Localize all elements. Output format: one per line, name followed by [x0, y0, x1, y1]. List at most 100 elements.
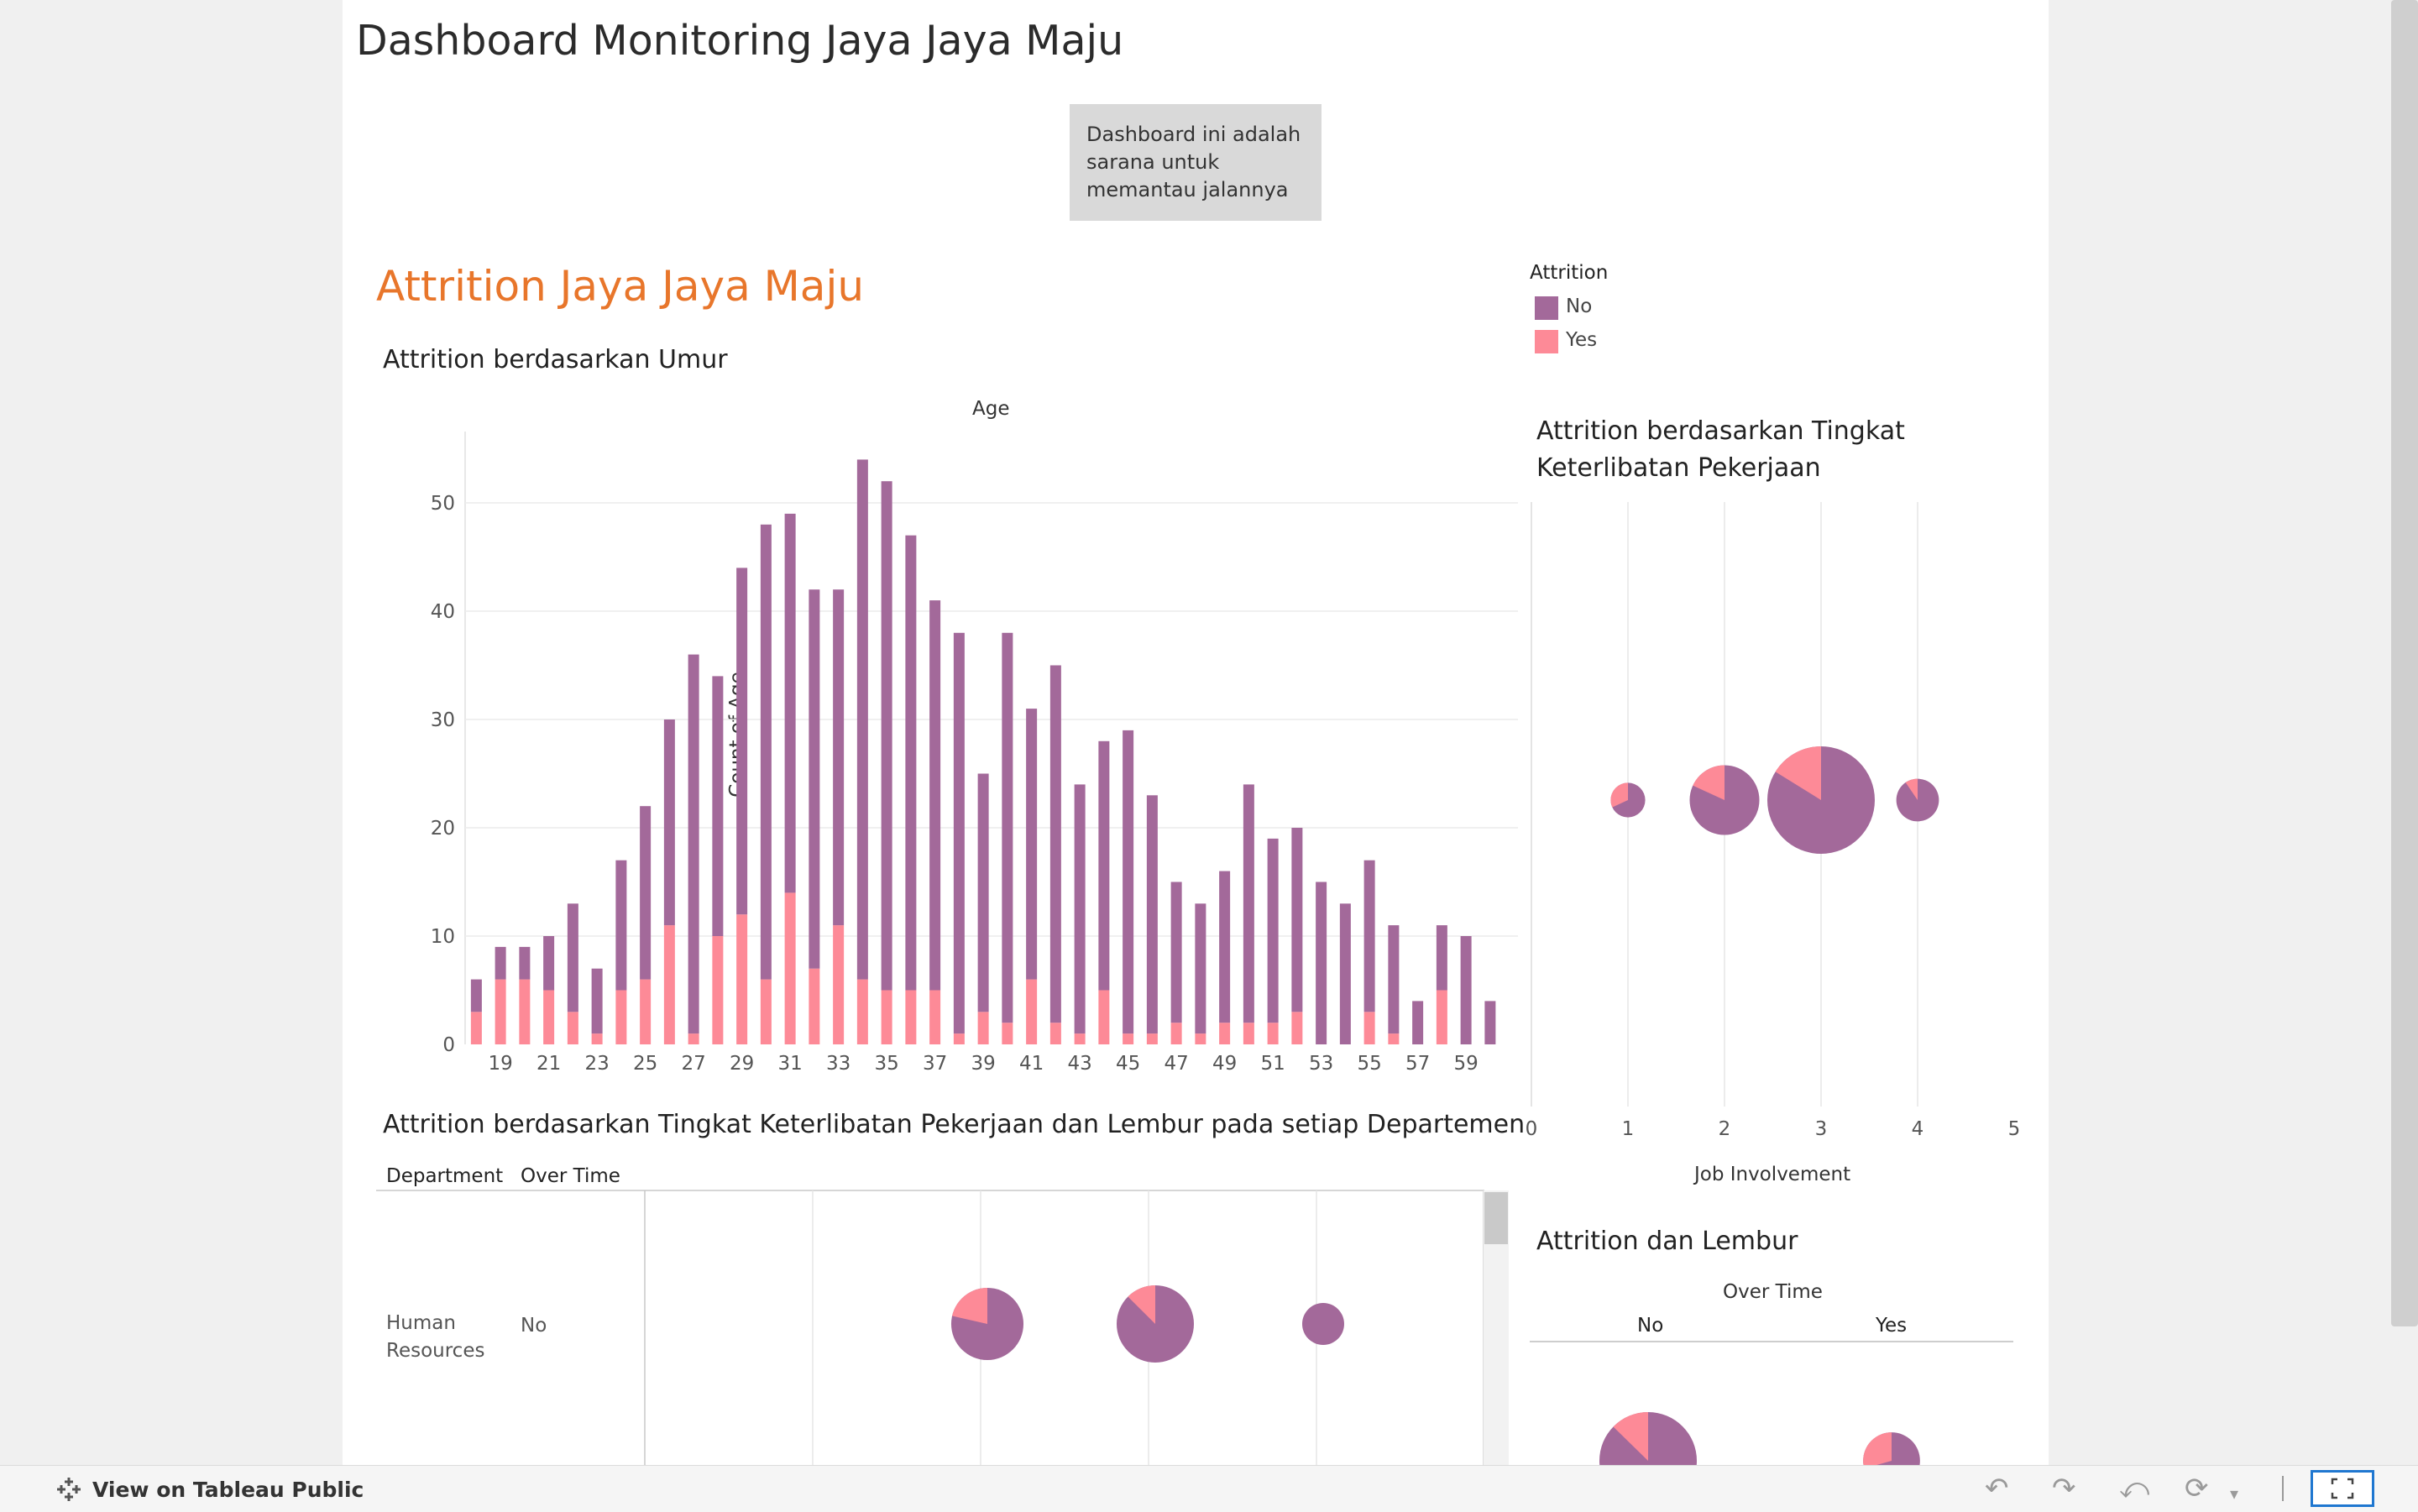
- age-bar-no[interactable]: [977, 773, 989, 1012]
- age-bar-no[interactable]: [809, 589, 820, 969]
- legend-swatch-yes[interactable]: [1535, 330, 1558, 353]
- age-bar-yes[interactable]: [1002, 1023, 1013, 1044]
- age-bar-no[interactable]: [1170, 882, 1182, 1023]
- age-bar-yes[interactable]: [809, 968, 820, 1044]
- age-bar-yes[interactable]: [881, 990, 892, 1045]
- undo-icon[interactable]: ↶: [1985, 1472, 2009, 1505]
- age-bar-yes[interactable]: [712, 936, 724, 1044]
- age-bar-no[interactable]: [663, 719, 675, 926]
- age-bar-yes[interactable]: [519, 979, 531, 1044]
- age-bar-yes[interactable]: [929, 990, 941, 1045]
- age-bar-yes[interactable]: [495, 979, 506, 1044]
- tableau-logo-icon[interactable]: [55, 1476, 82, 1503]
- age-bar-no[interactable]: [736, 568, 748, 915]
- age-bar-yes[interactable]: [1026, 979, 1038, 1044]
- age-bar-yes[interactable]: [1436, 990, 1447, 1045]
- age-bar-yes[interactable]: [1267, 1023, 1279, 1044]
- job-pie[interactable]: [1689, 765, 1760, 835]
- job-pie[interactable]: [1767, 746, 1875, 854]
- dropdown-icon[interactable]: ▾: [2230, 1483, 2239, 1504]
- age-bar-yes[interactable]: [1123, 1033, 1134, 1044]
- dept-pie[interactable]: [950, 1287, 1024, 1361]
- age-bar-no[interactable]: [470, 979, 482, 1012]
- age-bar-yes[interactable]: [663, 925, 675, 1044]
- age-bar-no[interactable]: [833, 589, 845, 926]
- age-bar-no[interactable]: [856, 459, 868, 980]
- age-bar-yes[interactable]: [1243, 1023, 1254, 1044]
- age-bar-yes[interactable]: [953, 1033, 965, 1044]
- age-bar-no[interactable]: [1123, 730, 1134, 1034]
- age-bar-no[interactable]: [784, 513, 796, 893]
- age-bar-yes[interactable]: [567, 1012, 578, 1044]
- age-bar-no[interactable]: [1026, 709, 1038, 980]
- age-bar-no[interactable]: [1002, 632, 1013, 1023]
- age-bar-no[interactable]: [1291, 828, 1303, 1012]
- page-scrollbar[interactable]: [2391, 0, 2418, 1326]
- redo-icon[interactable]: ↷: [2052, 1472, 2076, 1505]
- age-bar-no[interactable]: [1195, 903, 1206, 1034]
- age-bar-yes[interactable]: [760, 979, 772, 1044]
- legend-label-no[interactable]: No: [1566, 296, 1593, 317]
- age-bar-yes[interactable]: [591, 1033, 603, 1044]
- fullscreen-icon[interactable]: [2311, 1470, 2374, 1507]
- age-bar-no[interactable]: [881, 481, 892, 991]
- age-bar-yes[interactable]: [1195, 1033, 1206, 1044]
- age-bar-no[interactable]: [1436, 925, 1447, 991]
- age-bar-yes[interactable]: [977, 1012, 989, 1044]
- age-bar-no[interactable]: [495, 946, 506, 980]
- age-bar-no[interactable]: [1146, 795, 1158, 1034]
- dept-chart-scrollbar-thumb[interactable]: [1484, 1192, 1508, 1244]
- revert-icon[interactable]: ⤺: [2119, 1472, 2150, 1505]
- age-bar-yes[interactable]: [543, 990, 555, 1045]
- age-bar-no[interactable]: [567, 903, 578, 1012]
- age-bar-yes[interactable]: [736, 914, 748, 1044]
- age-bar-yes[interactable]: [833, 925, 845, 1044]
- age-bar-yes[interactable]: [784, 892, 796, 1044]
- age-bar-yes[interactable]: [1049, 1023, 1061, 1044]
- age-bar-yes[interactable]: [1170, 1023, 1182, 1044]
- age-bar-no[interactable]: [640, 806, 652, 980]
- age-bar-no[interactable]: [1460, 936, 1472, 1044]
- age-bar-no[interactable]: [1412, 1001, 1424, 1044]
- age-bar-yes[interactable]: [1074, 1033, 1086, 1044]
- legend-label-yes[interactable]: Yes: [1566, 329, 1598, 351]
- age-bar-no[interactable]: [1098, 740, 1110, 991]
- view-on-tableau-link[interactable]: View on Tableau Public: [92, 1478, 364, 1502]
- age-bar-no[interactable]: [615, 860, 627, 991]
- age-bar-yes[interactable]: [688, 1033, 699, 1044]
- age-bar-no[interactable]: [905, 535, 917, 991]
- legend-swatch-no[interactable]: [1535, 296, 1558, 320]
- age-bar-yes[interactable]: [640, 979, 652, 1044]
- age-bar-yes[interactable]: [1388, 1033, 1400, 1044]
- age-bar-no[interactable]: [543, 936, 555, 991]
- age-bar-yes[interactable]: [1291, 1012, 1303, 1044]
- age-bar-no[interactable]: [1219, 871, 1231, 1023]
- age-bar-no[interactable]: [1484, 1001, 1496, 1044]
- dept-pie[interactable]: [1117, 1285, 1194, 1363]
- refresh-icon[interactable]: ⟳: [2185, 1472, 2209, 1505]
- age-bar-no[interactable]: [519, 946, 531, 980]
- dept-pie[interactable]: [1302, 1303, 1344, 1345]
- age-bar-no[interactable]: [1316, 882, 1327, 1045]
- age-bar-no[interactable]: [1267, 838, 1279, 1023]
- age-bar-no[interactable]: [712, 676, 724, 936]
- job-pie[interactable]: [1610, 782, 1646, 818]
- overtime-pie[interactable]: [1599, 1412, 1697, 1465]
- age-bar-yes[interactable]: [615, 990, 627, 1045]
- age-bar-no[interactable]: [1339, 903, 1351, 1044]
- age-bar-yes[interactable]: [1219, 1023, 1231, 1044]
- age-bar-no[interactable]: [688, 654, 699, 1034]
- age-bar-no[interactable]: [1363, 860, 1375, 1012]
- age-bar-yes[interactable]: [1098, 990, 1110, 1045]
- age-bar-no[interactable]: [760, 524, 772, 980]
- age-bar-yes[interactable]: [1146, 1033, 1158, 1044]
- age-bar-yes[interactable]: [856, 979, 868, 1044]
- job-pie[interactable]: [1896, 778, 1939, 822]
- age-bar-yes[interactable]: [905, 990, 917, 1045]
- age-bar-no[interactable]: [1243, 784, 1254, 1023]
- age-bar-no[interactable]: [591, 968, 603, 1034]
- age-bar-no[interactable]: [1388, 925, 1400, 1034]
- age-bar-no[interactable]: [929, 600, 941, 991]
- age-bar-no[interactable]: [1074, 784, 1086, 1034]
- age-bar-yes[interactable]: [1363, 1012, 1375, 1044]
